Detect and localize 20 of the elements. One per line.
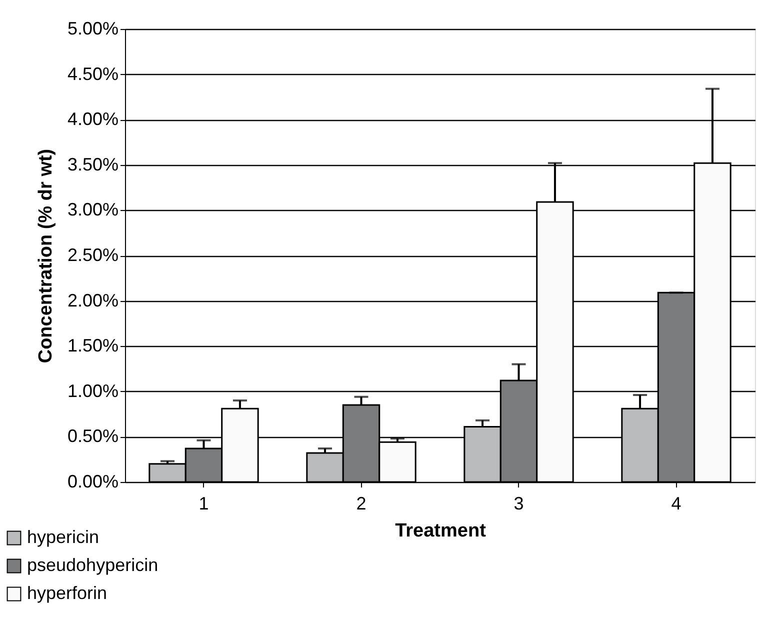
y-tick-label: 3.50% bbox=[67, 154, 118, 174]
y-tick-label: 4.50% bbox=[67, 64, 118, 84]
x-tick-label: 1 bbox=[198, 494, 209, 514]
x-tick-label: 2 bbox=[356, 494, 366, 514]
legend-label: hypericin bbox=[27, 527, 100, 547]
y-tick-label: 3.00% bbox=[67, 200, 118, 220]
y-tick-label: 5.00% bbox=[67, 18, 118, 38]
y-axis-title: Concentration (% dr wt) bbox=[35, 148, 56, 364]
y-tick-label: 1.00% bbox=[67, 380, 118, 401]
x-axis-title: Treatment bbox=[395, 520, 487, 542]
legend-label: pseudohypericin bbox=[27, 555, 158, 575]
y-tick-label: 0.50% bbox=[67, 426, 118, 446]
x-tick-label: 3 bbox=[514, 494, 524, 514]
y-tick-label: 2.00% bbox=[67, 290, 118, 310]
y-tick-label: 4.00% bbox=[67, 109, 118, 130]
legend-label: hyperforin bbox=[27, 583, 108, 603]
x-tick-label: 4 bbox=[671, 494, 682, 514]
y-tick-label: 1.50% bbox=[67, 336, 118, 356]
y-tick-label: 0.00% bbox=[67, 472, 118, 492]
y-tick-label: 2.50% bbox=[67, 245, 118, 265]
